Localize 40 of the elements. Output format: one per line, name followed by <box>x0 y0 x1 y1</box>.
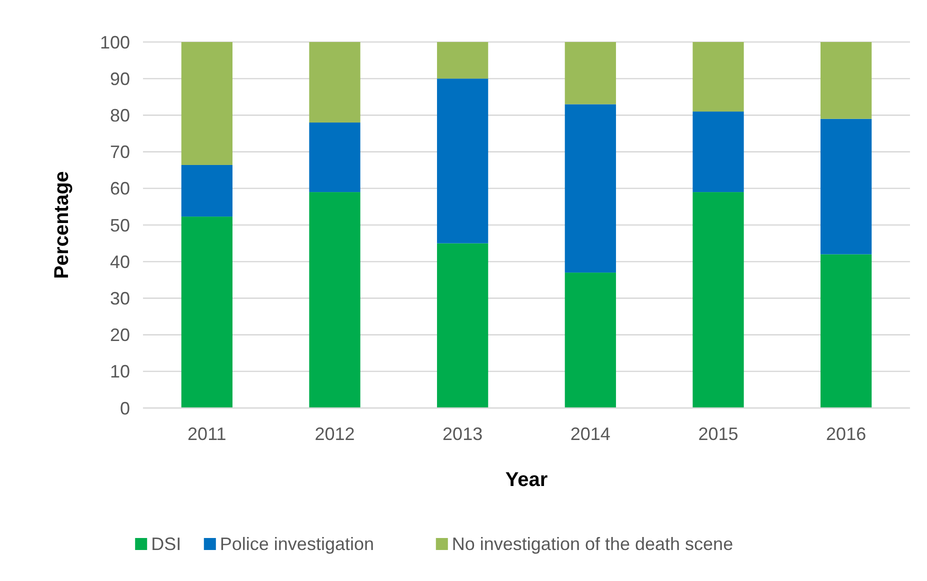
y-tick-label: 10 <box>110 362 130 382</box>
y-tick-label: 90 <box>110 68 130 89</box>
y-tick-label: 40 <box>110 252 130 272</box>
y-tick-label: 30 <box>110 288 130 308</box>
x-tick-label: 2011 <box>188 424 226 444</box>
y-tick-label: 0 <box>120 398 130 418</box>
legend-label: Police investigation <box>220 534 374 554</box>
y-tick-label: 60 <box>110 178 130 199</box>
bar <box>820 42 872 119</box>
x-tick-label: 2016 <box>826 424 866 444</box>
bar <box>181 216 232 408</box>
bar <box>181 42 232 165</box>
x-tick-label: 2015 <box>698 424 738 444</box>
legend-label: DSI <box>151 534 182 554</box>
y-tick-label: 80 <box>110 106 130 126</box>
bar <box>564 272 616 408</box>
legend-label: No investigation of the death scene <box>452 534 734 554</box>
bar <box>692 42 744 112</box>
bar <box>564 42 616 104</box>
bar <box>820 118 872 254</box>
bar <box>309 122 360 192</box>
bar <box>309 192 360 408</box>
x-tick-label: 2012 <box>314 424 355 444</box>
x-tick-label: 2013 <box>442 424 483 444</box>
bar <box>437 243 488 408</box>
bar <box>181 164 232 217</box>
y-axis-title: Percentage <box>51 171 73 279</box>
bar <box>309 42 360 123</box>
y-tick-label: 50 <box>110 215 130 236</box>
x-axis-title: Year <box>505 469 548 491</box>
bar <box>820 254 872 408</box>
bar <box>692 112 744 192</box>
y-tick-label: 70 <box>110 142 130 162</box>
bar <box>437 42 488 79</box>
y-tick-label: 100 <box>100 32 130 52</box>
y-tick-label: 20 <box>110 325 130 346</box>
bar <box>692 192 744 408</box>
bar <box>437 78 488 244</box>
bar <box>564 104 616 273</box>
x-tick-label: 2014 <box>570 424 610 444</box>
